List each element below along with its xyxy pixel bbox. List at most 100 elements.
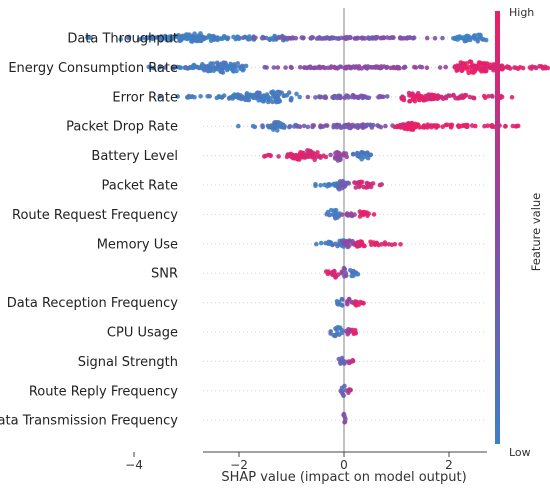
shap-point [512,65,517,70]
shap-point [387,35,393,41]
shap-point [412,64,417,70]
shap-point [471,95,477,101]
shap-point [440,124,446,129]
shap-point [326,269,331,274]
shap-point [213,65,218,70]
shap-point [440,96,446,102]
shap-point [355,153,360,159]
shap-point [273,36,279,41]
feature-label: Route Reply Frequency [29,384,178,399]
feature-label: Error Rate [112,90,178,105]
shap-point [398,35,403,40]
shap-point [486,93,491,99]
shap-point [351,151,356,157]
shap-point [162,34,167,40]
shap-point [311,123,317,128]
shap-point [470,63,476,69]
shap-point [402,64,408,70]
shap-point [316,94,322,99]
shap-point [243,63,249,69]
shap-point [178,38,184,43]
shap-point [345,180,351,186]
shap-point [359,179,365,185]
shap-point [290,155,296,161]
shap-point [401,95,407,101]
shap-point [437,65,443,70]
shap-point [313,183,318,188]
shap-point [198,31,203,36]
shap-point [391,35,396,40]
shap-point [216,36,221,42]
shap-point [340,239,345,245]
shap-point [201,35,207,40]
shap-point [483,65,488,70]
shap-point [277,35,283,40]
shap-point [365,213,370,219]
x-tick-label: 2 [445,458,453,472]
shap-point [275,65,281,70]
shap-point [305,124,311,130]
shap-point [264,92,270,97]
shap-point [236,36,242,42]
shap-point [379,94,385,100]
shap-point [344,242,350,247]
shap-point [456,95,461,101]
shap-point [318,183,323,188]
shap-point [283,65,288,70]
shap-point [273,90,278,96]
shap-point [155,34,161,40]
shap-point [342,266,348,272]
shap-point [301,123,307,129]
feature-label: Data Reception Frequency [7,296,179,311]
shap-point [150,36,155,42]
shap-point [416,122,421,128]
shap-point [467,94,473,100]
shap-point [533,65,539,71]
shap-point [313,95,318,100]
shap-point [381,35,387,40]
shap-point [198,94,203,99]
shap-point [193,36,199,42]
shap-point [214,60,220,66]
shap-point [361,150,366,156]
shap-point [333,154,338,160]
shap-point [357,214,363,219]
shap-point [346,327,351,332]
shap-point [278,121,284,126]
shap-point [118,36,123,42]
shap-point [250,123,256,129]
shap-point [320,65,326,70]
shap-point [405,35,411,40]
shap-point [476,65,482,70]
shap-point [352,180,357,185]
shap-point [314,154,320,160]
shap-point [354,124,360,130]
feature-label: Data Throughput [67,32,178,47]
shap-point [343,64,349,70]
shap-point [362,243,367,249]
shap-point [503,124,508,129]
shap-point [191,63,196,68]
shap-point [455,37,461,42]
shap-point [268,96,273,101]
shap-point [298,150,303,155]
shap-point [231,69,236,74]
shap-point [366,35,371,40]
shap-point [323,240,328,246]
shap-point [238,66,243,71]
shap-point [384,64,390,70]
shap-point [353,303,359,308]
shap-point [328,331,333,336]
shap-point [350,269,355,275]
x-tick-label: −4 [125,458,143,472]
shap-point [305,94,311,100]
shap-point [340,178,346,184]
shap-point [260,123,265,128]
beeswarm-points [85,31,550,425]
shap-point [270,36,275,41]
colorbar: High Low Feature value [495,6,543,459]
shap-point [214,95,220,101]
shap-point [256,91,262,96]
shap-point [353,185,359,190]
shap-point [297,157,302,162]
